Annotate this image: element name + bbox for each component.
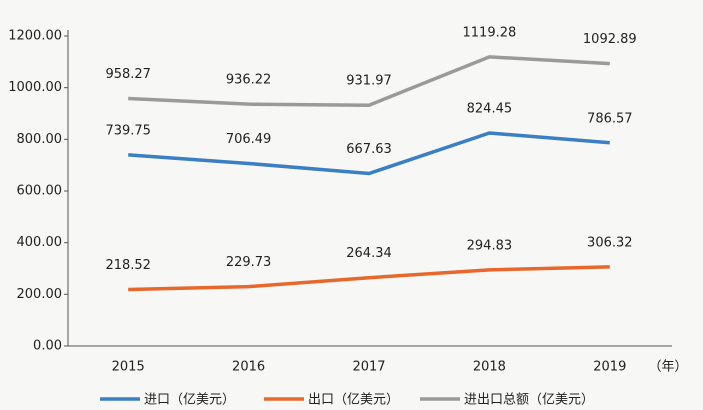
y-tick-label: 200.00: [17, 287, 63, 302]
y-tick-label: 800.00: [17, 132, 63, 147]
y-tick-label: 400.00: [17, 235, 63, 250]
data-label: 1119.28: [463, 25, 517, 40]
data-label: 306.32: [587, 235, 633, 250]
data-label: 264.34: [346, 246, 392, 261]
x-tick-label: 2016: [232, 360, 265, 375]
data-label: 936.22: [226, 73, 272, 88]
data-label: 824.45: [467, 102, 513, 117]
data-label: 294.83: [467, 238, 513, 253]
y-tick-label: 1000.00: [8, 80, 62, 95]
legend-label: 出口（亿美元）: [308, 393, 399, 408]
data-label: 229.73: [226, 255, 272, 270]
series-line: [128, 55, 610, 107]
x-tick-label: 2019: [593, 360, 626, 375]
y-tick-label: 0.00: [33, 339, 62, 354]
x-tick-label: 2015: [112, 360, 145, 375]
data-label: 706.49: [226, 132, 272, 147]
series-line: [128, 265, 610, 292]
data-label: 667.63: [346, 142, 392, 157]
data-label: 739.75: [105, 123, 151, 138]
legend-label: 进口（亿美元）: [144, 393, 235, 408]
data-label: 218.52: [105, 258, 151, 273]
data-label: 1092.89: [583, 32, 637, 47]
y-tick-label: 1200.00: [8, 29, 62, 44]
x-tick-label: 2018: [473, 360, 506, 375]
data-label: 931.97: [346, 74, 392, 89]
y-tick-label: 600.00: [17, 184, 63, 199]
legend-label: 进出口总额（亿美元）: [464, 393, 594, 408]
x-tick-label: 2017: [352, 360, 385, 375]
data-label: 786.57: [587, 111, 633, 126]
data-label: 958.27: [105, 67, 151, 82]
x-axis-label: （年）: [648, 360, 687, 375]
series-line: [128, 131, 610, 176]
